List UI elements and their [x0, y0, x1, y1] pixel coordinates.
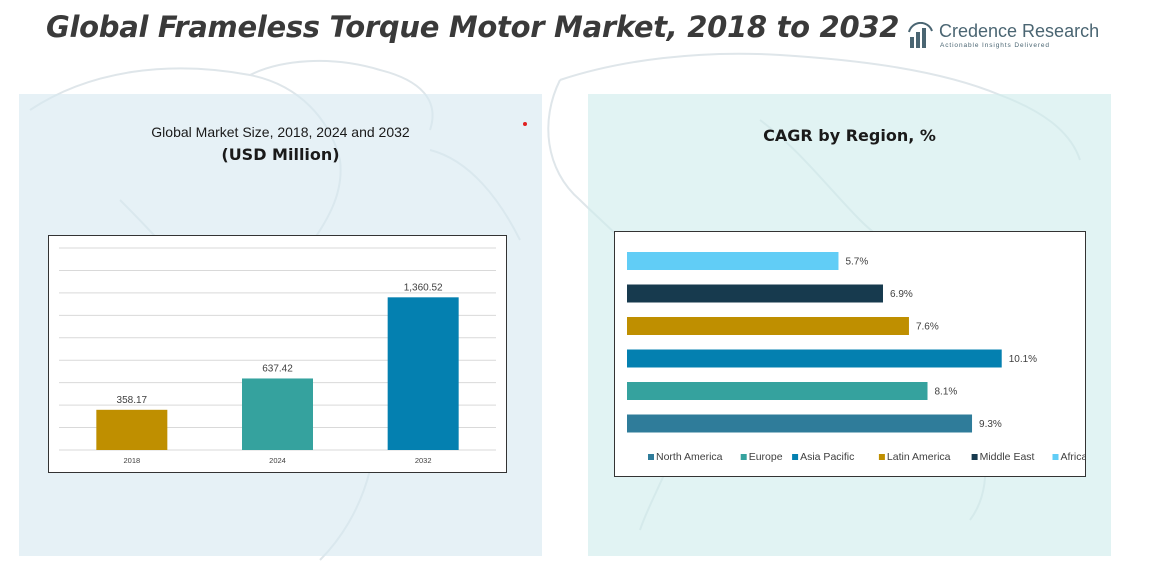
data-label-2024: 637.42: [262, 363, 293, 374]
legend-swatch-middle-east: [971, 454, 978, 460]
data-label-asia-pacific: 10.1%: [1009, 354, 1037, 365]
tick-label-2032: 2032: [415, 456, 432, 465]
data-label-middle-east: 6.9%: [890, 289, 913, 300]
legend-label-asia-pacific: Asia Pacific: [800, 451, 854, 463]
data-label-2018: 358.17: [117, 395, 148, 406]
bar-chart-arc-logo-icon: [908, 22, 933, 48]
market-size-unit: (USD Million): [221, 145, 340, 164]
legend-label-middle-east: Middle East: [980, 451, 1035, 463]
bar-latin-america: [627, 317, 909, 335]
red-dot-marker: [523, 122, 527, 126]
bar-africa: [627, 252, 839, 270]
company-logo[interactable]: Credence Research Actionable Insights De…: [906, 20, 1100, 54]
cagr-chart: 5.7% 6.9% 7.6% 10.1% 8.1% 9.3% North America Eu…: [614, 231, 1088, 477]
legend-swatch-europe: [740, 454, 747, 460]
data-label-2032: 1,360.52: [404, 282, 443, 293]
logo-tagline: Actionable Insights Delivered: [940, 42, 1050, 49]
bar-europe: [627, 382, 928, 400]
bar-2024: [242, 378, 313, 450]
data-label-africa: 5.7%: [845, 257, 868, 268]
market-size-bar-chart: 358.17 2018 637.42 2024 1,360.52 2032: [59, 247, 496, 465]
market-size-title: Global Market Size, 2018, 2024 and 2032: [151, 124, 410, 140]
legend-swatch-africa: [1052, 454, 1059, 460]
legend-swatch-latin-america: [878, 454, 885, 460]
legend-label-europe: Europe: [749, 451, 783, 463]
tick-label-2018: 2018: [123, 456, 140, 465]
bar-2032: [387, 297, 459, 450]
legend-label-latin-america: Latin America: [887, 451, 951, 463]
bar-2018: [96, 409, 168, 450]
logo-name: Credence Research: [939, 21, 1100, 41]
bar-asia-pacific: [627, 349, 1002, 368]
market-size-chart: 358.17 2018 637.42 2024 1,360.52 2032: [48, 235, 507, 473]
bar-north-america: [627, 414, 973, 433]
data-label-europe: 8.1%: [935, 387, 958, 398]
tick-label-2024: 2024: [269, 456, 286, 465]
cagr-title: CAGR by Region, %: [763, 126, 936, 145]
legend-swatch-asia-pacific: [792, 454, 799, 460]
data-label-north-america: 9.3%: [979, 419, 1002, 430]
legend-label-africa: Africa: [1061, 451, 1086, 463]
page-title: Global Frameless Torque Motor Market, 20…: [46, 10, 900, 44]
legend-swatch-north-america: [648, 454, 654, 460]
cagr-horizontal-bar-chart: 5.7% 6.9% 7.6% 10.1% 8.1% 9.3% North America Eu…: [627, 252, 1088, 463]
bar-middle-east: [627, 284, 883, 303]
data-label-latin-america: 7.6%: [916, 322, 939, 333]
legend-label-north-america: North America: [656, 451, 723, 463]
